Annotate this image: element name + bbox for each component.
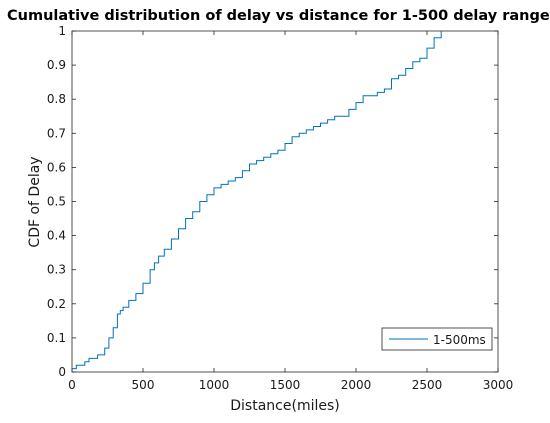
x-tick-label: 2500 [412,378,443,392]
y-tick-label: 0.4 [47,229,66,243]
y-axis-label: CDF of Delay [27,156,43,247]
y-tick-label: 0 [58,365,66,379]
y-tick-label: 0.6 [47,160,66,174]
y-tick-label: 0.7 [47,126,66,140]
y-tick-label: 1 [58,24,66,38]
chart-title: Cumulative distribution of delay vs dist… [7,8,550,24]
y-tick-label: 0.3 [47,263,66,277]
y-tick-label: 0.5 [47,195,66,209]
legend: 1-500ms [381,327,493,351]
legend-label: 1-500ms [433,333,486,347]
y-axis: 0 0.1 0.2 0.3 0.4 0.5 0.6 0.7 0.8 0.9 1 [47,24,498,379]
series-line [72,31,442,370]
x-tick-label: 500 [132,378,155,392]
x-axis: 0 500 1000 1500 2000 2500 3000 [68,31,513,392]
x-tick-label: 2000 [341,378,372,392]
x-tick-label: 1000 [199,378,230,392]
legend-box [381,327,493,351]
x-tick-label: 0 [68,378,76,392]
y-tick-label: 0.1 [47,331,66,345]
x-tick-label: 1500 [270,378,301,392]
x-tick-label: 3000 [483,378,514,392]
plot-frame [71,30,499,373]
y-tick-label: 0.8 [47,92,66,106]
x-axis-label: Distance(miles) [230,398,339,414]
y-tick-label: 0.2 [47,297,66,311]
plot-area [71,30,499,373]
y-tick-label: 0.9 [47,58,66,72]
